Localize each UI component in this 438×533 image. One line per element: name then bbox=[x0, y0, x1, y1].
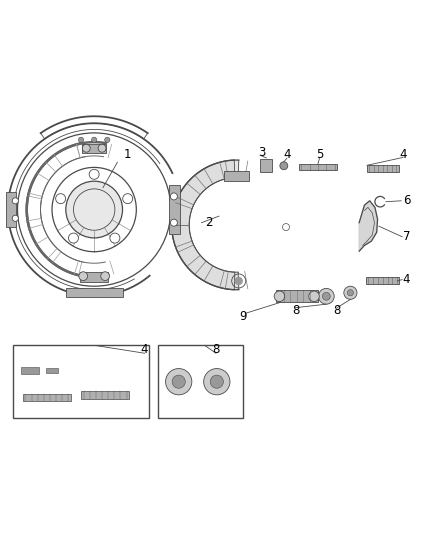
Text: 8: 8 bbox=[212, 343, 219, 356]
Text: 3: 3 bbox=[258, 146, 265, 159]
Text: 4: 4 bbox=[283, 148, 291, 161]
Polygon shape bbox=[172, 160, 239, 290]
Bar bbox=[66, 287, 123, 297]
Text: 4: 4 bbox=[399, 148, 407, 161]
Bar bbox=[6, 192, 16, 227]
Circle shape bbox=[68, 233, 78, 243]
Circle shape bbox=[318, 288, 334, 304]
Bar bbox=[366, 278, 399, 284]
Circle shape bbox=[344, 286, 357, 300]
Circle shape bbox=[274, 291, 285, 302]
Text: 4: 4 bbox=[141, 343, 148, 356]
Text: 8: 8 bbox=[334, 304, 341, 317]
Bar bbox=[299, 164, 337, 169]
Circle shape bbox=[12, 198, 18, 204]
Bar bbox=[46, 368, 58, 373]
Circle shape bbox=[110, 233, 120, 243]
Circle shape bbox=[309, 291, 319, 302]
Circle shape bbox=[92, 137, 97, 142]
Text: 9: 9 bbox=[239, 310, 247, 324]
Circle shape bbox=[82, 144, 90, 152]
Bar bbox=[81, 391, 129, 399]
Circle shape bbox=[170, 193, 177, 200]
Polygon shape bbox=[359, 201, 378, 251]
Circle shape bbox=[204, 368, 230, 395]
Bar bbox=[21, 367, 39, 374]
Circle shape bbox=[105, 137, 110, 142]
Circle shape bbox=[172, 375, 185, 388]
Text: 2: 2 bbox=[205, 216, 213, 229]
Circle shape bbox=[235, 278, 242, 285]
Text: 4: 4 bbox=[403, 273, 410, 286]
Circle shape bbox=[78, 137, 84, 142]
Circle shape bbox=[347, 290, 353, 296]
Bar bbox=[169, 185, 180, 233]
Bar bbox=[13, 345, 149, 418]
Circle shape bbox=[98, 144, 106, 152]
Circle shape bbox=[56, 193, 66, 204]
Bar bbox=[23, 393, 71, 401]
Bar bbox=[80, 272, 108, 282]
Bar bbox=[260, 159, 272, 172]
Circle shape bbox=[166, 368, 192, 395]
Circle shape bbox=[66, 181, 123, 238]
Polygon shape bbox=[172, 160, 235, 289]
Circle shape bbox=[101, 272, 110, 280]
Circle shape bbox=[170, 219, 177, 226]
Bar bbox=[158, 345, 243, 418]
Text: 6: 6 bbox=[403, 195, 410, 207]
Bar bbox=[276, 290, 318, 302]
Circle shape bbox=[322, 292, 330, 300]
Circle shape bbox=[12, 215, 18, 221]
Bar bbox=[224, 172, 249, 181]
Circle shape bbox=[280, 162, 288, 169]
Bar bbox=[82, 144, 106, 152]
Text: 7: 7 bbox=[403, 230, 410, 243]
Circle shape bbox=[210, 375, 223, 388]
Text: 1: 1 bbox=[123, 148, 131, 161]
Circle shape bbox=[79, 272, 88, 280]
Circle shape bbox=[123, 193, 133, 204]
Text: 5: 5 bbox=[316, 148, 323, 161]
Text: 8: 8 bbox=[292, 304, 299, 317]
Circle shape bbox=[89, 169, 99, 179]
Bar bbox=[367, 165, 399, 172]
